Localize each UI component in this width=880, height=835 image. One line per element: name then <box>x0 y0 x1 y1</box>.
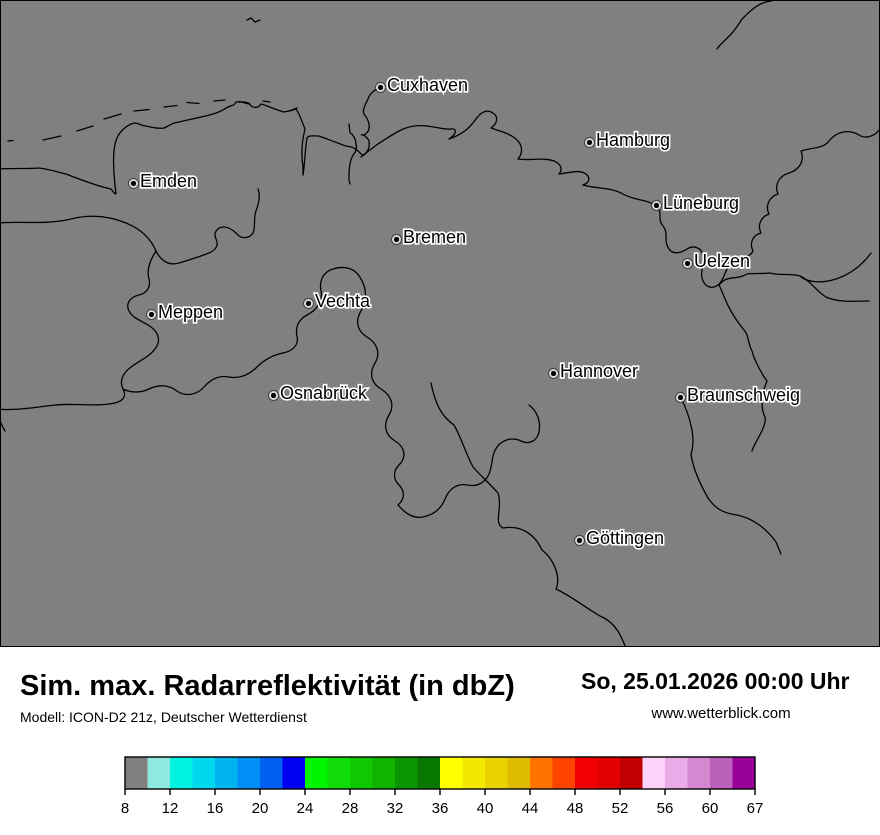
svg-text:8: 8 <box>121 800 129 817</box>
svg-text:40: 40 <box>477 800 494 817</box>
svg-text:16: 16 <box>207 800 224 817</box>
svg-text:52: 52 <box>612 800 629 817</box>
svg-text:36: 36 <box>432 800 449 817</box>
svg-text:20: 20 <box>252 800 269 817</box>
svg-text:44: 44 <box>522 800 539 817</box>
svg-text:67: 67 <box>747 800 764 817</box>
svg-text:32: 32 <box>387 800 404 817</box>
svg-text:24: 24 <box>297 800 314 817</box>
svg-text:28: 28 <box>342 800 359 817</box>
svg-text:12: 12 <box>162 800 179 817</box>
svg-text:56: 56 <box>657 800 674 817</box>
svg-text:48: 48 <box>567 800 584 817</box>
svg-text:60: 60 <box>702 800 719 817</box>
